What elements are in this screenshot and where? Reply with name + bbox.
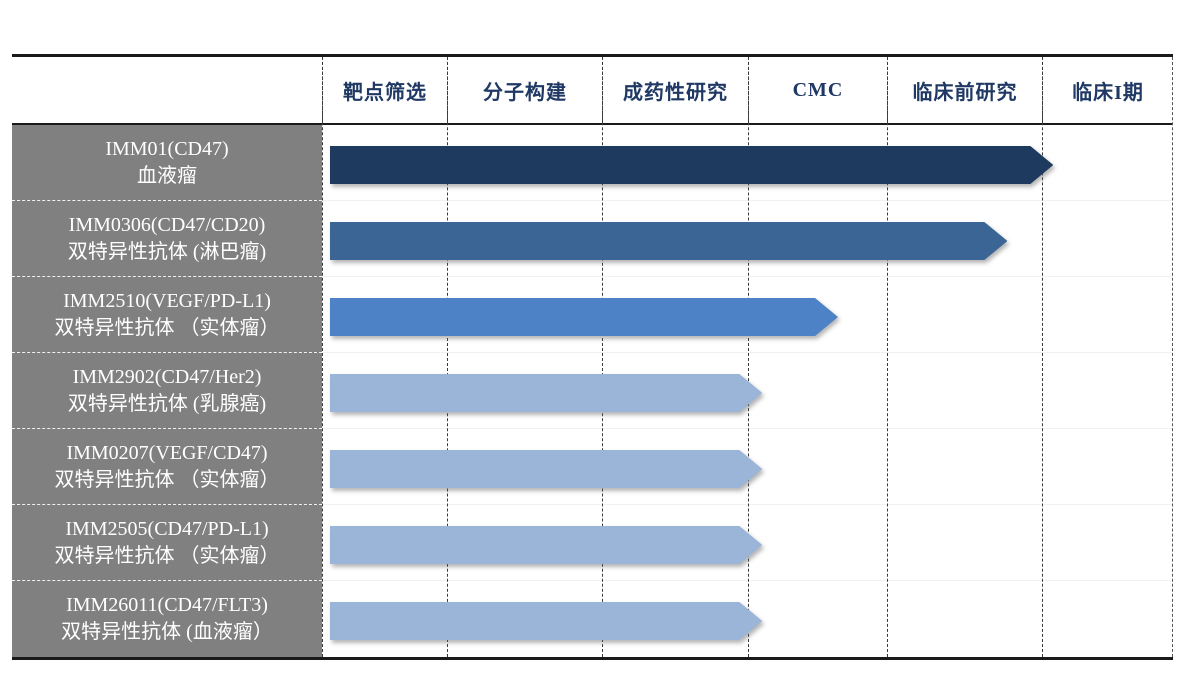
program-label: IMM01(CD47) 血液瘤 bbox=[12, 125, 322, 201]
program-label: IMM0306(CD47/CD20) 双特异性抗体 (淋巴瘤) bbox=[12, 201, 322, 277]
program-indication: 双特异性抗体 (血液瘤） bbox=[61, 621, 273, 643]
column-grid-line-4 bbox=[748, 57, 749, 657]
program-name: IMM2902(CD47/Her2) bbox=[72, 365, 262, 388]
pipeline-row-2: IMM0306(CD47/CD20) 双特异性抗体 (淋巴瘤) bbox=[12, 201, 1173, 277]
progress-track bbox=[322, 581, 1173, 657]
program-indication: 血液瘤 bbox=[137, 164, 197, 187]
stage-header-3: 成药性研究 bbox=[602, 57, 748, 123]
stage-header-1: 靶点筛选 bbox=[322, 57, 447, 123]
table-right-border bbox=[1172, 57, 1173, 657]
column-grid-line-2 bbox=[447, 57, 448, 657]
progress-track bbox=[322, 429, 1173, 505]
pipeline-row-3: IMM2510(VEGF/PD-L1) 双特异性抗体 （实体瘤） bbox=[12, 277, 1173, 353]
progress-track bbox=[322, 277, 1173, 353]
header-corner-cell bbox=[12, 57, 322, 123]
progress-arrow bbox=[330, 146, 1053, 184]
program-label: IMM26011(CD47/FLT3) 双特异性抗体 (血液瘤） bbox=[12, 581, 322, 657]
pipeline-row-6: IMM2505(CD47/PD-L1) 双特异性抗体 （实体瘤） bbox=[12, 505, 1173, 581]
column-grid-line-5 bbox=[887, 57, 888, 657]
progress-track bbox=[322, 125, 1173, 201]
stage-header-2: 分子构建 bbox=[447, 57, 602, 123]
progress-arrow bbox=[330, 450, 762, 488]
progress-arrow-shape bbox=[330, 602, 762, 640]
progress-arrow bbox=[330, 526, 762, 564]
pipeline-row-7: IMM26011(CD47/FLT3) 双特异性抗体 (血液瘤） bbox=[12, 581, 1173, 657]
pipeline-table: 靶点筛选 分子构建 成药性研究 CMC 临床前研究 临床I期 IMM01(CD47) 血液瘤… bbox=[12, 54, 1173, 660]
progress-track bbox=[322, 505, 1173, 581]
pipeline-row-1: IMM01(CD47) 血液瘤 bbox=[12, 125, 1173, 201]
progress-arrow-shape bbox=[330, 222, 1007, 260]
column-grid-line-6 bbox=[1042, 57, 1043, 657]
progress-arrow bbox=[330, 602, 762, 640]
pipeline-row-5: IMM0207(VEGF/CD47) 双特异性抗体 （实体瘤） bbox=[12, 429, 1173, 505]
program-indication: 双特异性抗体 （实体瘤） bbox=[54, 468, 280, 491]
progress-arrow-shape bbox=[330, 146, 1053, 184]
program-label: IMM2505(CD47/PD-L1) 双特异性抗体 （实体瘤） bbox=[12, 505, 322, 581]
program-name: IMM2505(CD47/PD-L1) bbox=[65, 517, 269, 540]
program-indication: 双特异性抗体 （实体瘤） bbox=[54, 544, 280, 567]
progress-track bbox=[322, 201, 1173, 277]
column-grid-line-3 bbox=[602, 57, 603, 657]
progress-arrow-shape bbox=[330, 374, 762, 412]
program-label: IMM2510(VEGF/PD-L1) 双特异性抗体 （实体瘤） bbox=[12, 277, 322, 353]
progress-arrow bbox=[330, 298, 838, 336]
progress-arrow bbox=[330, 374, 762, 412]
stage-header-5: 临床前研究 bbox=[887, 57, 1042, 123]
pipeline-rows-container: IMM01(CD47) 血液瘤 IMM0306(CD47/CD20) 双特异性抗体 (… bbox=[12, 125, 1173, 657]
program-name: IMM26011(CD47/FLT3) bbox=[66, 594, 268, 616]
program-label: IMM2902(CD47/Her2) 双特异性抗体 (乳腺癌) bbox=[12, 353, 322, 429]
progress-track bbox=[322, 353, 1173, 429]
program-name: IMM0207(VEGF/CD47) bbox=[66, 441, 268, 464]
program-label: IMM0207(VEGF/CD47) 双特异性抗体 （实体瘤） bbox=[12, 429, 322, 505]
program-name: IMM2510(VEGF/PD-L1) bbox=[63, 289, 271, 312]
column-grid-line-1 bbox=[322, 57, 323, 657]
progress-arrow-shape bbox=[330, 526, 762, 564]
program-name: IMM01(CD47) bbox=[105, 137, 229, 160]
progress-arrow-shape bbox=[330, 298, 838, 336]
stage-header-6: 临床I期 bbox=[1042, 57, 1173, 123]
program-name: IMM0306(CD47/CD20) bbox=[68, 213, 266, 236]
program-indication: 双特异性抗体 (乳腺癌) bbox=[67, 392, 267, 415]
progress-arrow-shape bbox=[330, 450, 762, 488]
pipeline-row-4: IMM2902(CD47/Her2) 双特异性抗体 (乳腺癌) bbox=[12, 353, 1173, 429]
program-indication: 双特异性抗体 （实体瘤） bbox=[54, 316, 280, 339]
program-indication: 双特异性抗体 (淋巴瘤) bbox=[67, 240, 267, 263]
progress-arrow bbox=[330, 222, 1007, 260]
stage-header-row: 靶点筛选 分子构建 成药性研究 CMC 临床前研究 临床I期 bbox=[12, 57, 1173, 125]
stage-header-4: CMC bbox=[748, 57, 887, 123]
